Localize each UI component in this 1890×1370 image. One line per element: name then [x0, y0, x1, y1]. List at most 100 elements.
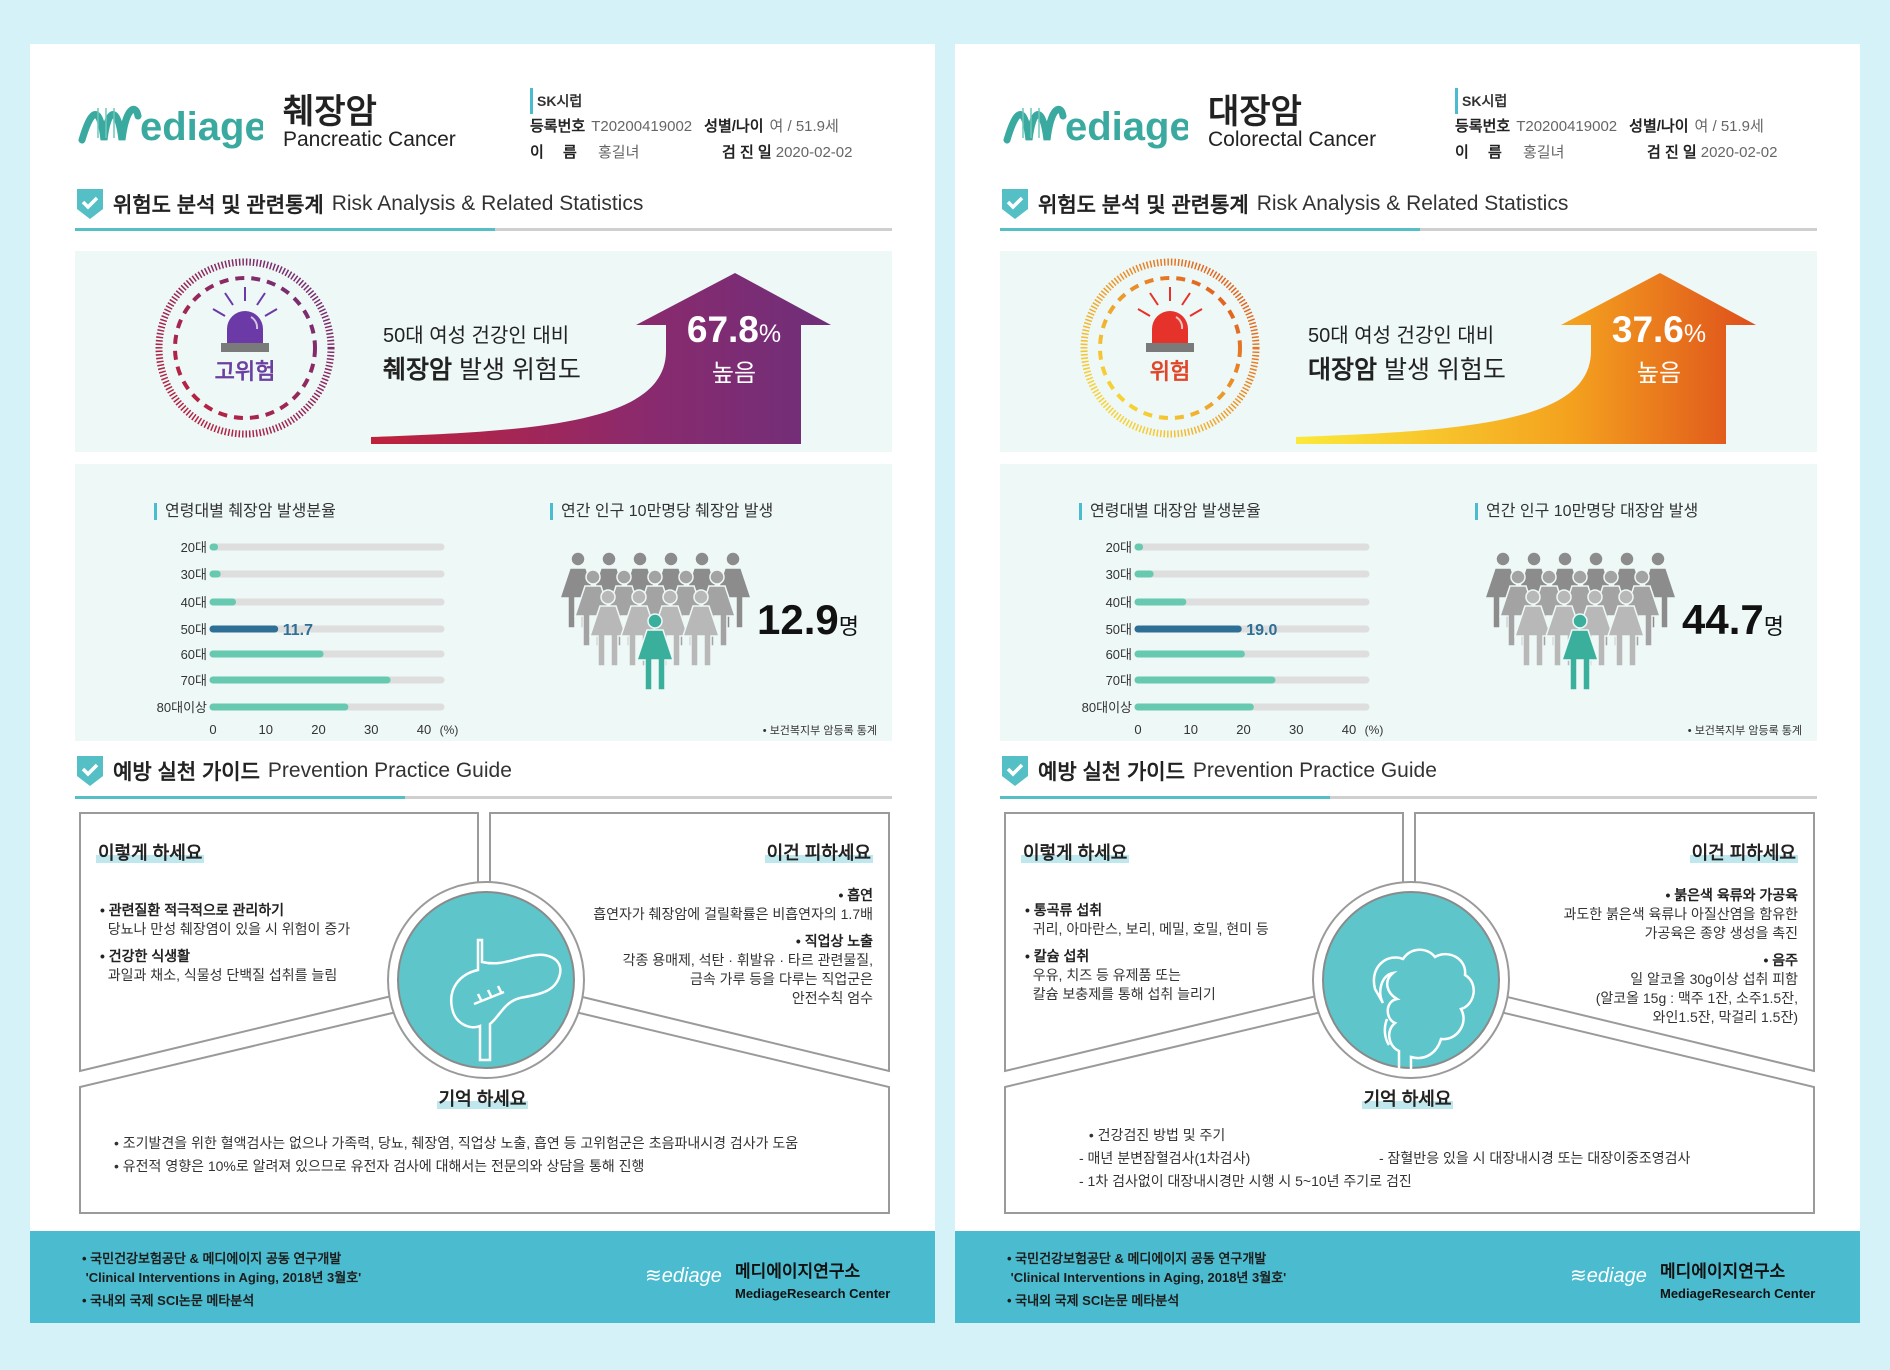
- remember-text: - 매년 분변잠혈검사(1차검사): [1079, 1150, 1251, 1166]
- person-figure-icon: [588, 589, 628, 667]
- do-item-text: 우유, 치즈 등 유제품 또는: [1025, 967, 1182, 983]
- category-label: 20대: [1106, 540, 1132, 555]
- risk-percent-value: 67.8: [686, 309, 759, 350]
- footer: • 국민건강보험공단 & 메디에이지 공동 연구개발 'Clinical Int…: [30, 1231, 935, 1323]
- category-label: 60대: [181, 647, 207, 662]
- section-underline: [1000, 228, 1817, 231]
- footer-logo: ≋ediage: [645, 1265, 722, 1287]
- footer-line: • 국민건강보험공단 & 메디에이지 공동 연구개발: [82, 1251, 342, 1266]
- reg-value: T20200419002: [1516, 118, 1618, 135]
- bar-data-label: 11.7: [283, 622, 313, 639]
- risk-line2: 발생 위험도: [1377, 356, 1506, 384]
- incidence-value: 44.7명: [1682, 596, 1784, 644]
- section-guide-heading: 예방 실천 가이드 Prevention Practice Guide: [1000, 754, 1437, 788]
- section-risk-heading: 위험도 분석 및 관련통계 Risk Analysis & Related Sta…: [1000, 187, 1568, 221]
- section-title-ko: 예방 실천 가이드: [1038, 761, 1185, 784]
- incidence-number: 44.7: [1682, 596, 1764, 643]
- report-page: ediage 췌장암 Pancreatic Cancer SK시럽 등록번호 T2…: [30, 44, 935, 1323]
- remember-text: - 1차 검사없이 대장내시경만 시행 시 5~10년 주기로 검진: [1079, 1173, 1412, 1189]
- patient-info: SK시럽 등록번호 T20200419002 성별/나이 여 / 51.9세 이 름 홍…: [1455, 88, 1789, 166]
- cancer-title-en: Colorectal Cancer: [1208, 128, 1377, 151]
- do-item-head: • 건강한 식생활: [100, 948, 190, 964]
- incidence-unit: 명: [838, 614, 859, 639]
- avoid-item-text: 일 알코올 30g이상 섭취 피함: [1630, 971, 1798, 987]
- do-item-head: • 칼슘 섭취: [1025, 948, 1090, 964]
- center-name-en: MediageResearch Center: [1660, 1286, 1816, 1301]
- risk-cancer-name: 췌장암: [383, 356, 453, 384]
- category-label: 70대: [181, 673, 207, 688]
- avoid-title: 이건 피하세요: [1689, 843, 1798, 863]
- avoid-item-head: • 흡연: [838, 887, 873, 903]
- check-shield-icon: [1002, 189, 1028, 219]
- footer-line: • 국내외 국제 SCI논문 메타분석: [1007, 1293, 1180, 1308]
- remember-row: - 1차 검사없이 대장내시경만 시행 시 5~10년 주기로 검진: [1079, 1170, 1412, 1193]
- remember-text: - 잠혈반응 있을 시 대장내시경 또는 대장이중조영검사: [1379, 1150, 1691, 1166]
- source-note: • 보건복지부 암등록 통계: [1687, 725, 1802, 737]
- x-tick-label: 40: [1342, 722, 1356, 737]
- section-title-en: Prevention Practice Guide: [1192, 759, 1437, 782]
- do-item-text: 당뇨나 만성 췌장염이 있을 시 위험이 증가: [100, 921, 351, 937]
- x-tick-label: 0: [1134, 722, 1141, 737]
- x-tick-label: 20: [311, 722, 325, 737]
- check-shield-icon: [77, 756, 103, 786]
- svg-text:ediage: ediage: [1065, 105, 1188, 149]
- do-title: 이렇게 하세요: [1021, 843, 1130, 863]
- incidence-value: 12.9명: [757, 596, 859, 644]
- risk-percent-unit: %: [758, 320, 782, 348]
- risk-description: 50대 여성 건강인 대비 대장암 발생 위험도: [1308, 319, 1506, 386]
- siren-icon: [212, 287, 278, 352]
- footer-line: 'Clinical Interventions in Aging, 2018년 …: [1007, 1270, 1287, 1285]
- incidence-unit: 명: [1763, 614, 1784, 639]
- incidence-number: 12.9: [757, 596, 839, 643]
- patient-info: SK시럽 등록번호 T20200419002 성별/나이 여 / 51.9세 이 름 홍…: [530, 88, 864, 166]
- org-name: SK시럽: [530, 88, 864, 114]
- sex-age-label: 성별/나이: [704, 118, 764, 135]
- check-shield-icon: [77, 189, 103, 219]
- risk-graphic: 고위험: [155, 258, 831, 444]
- research-center: 메디에이지연구소 MediageResearch Center: [735, 1257, 890, 1301]
- risk-percent-value: 37.6: [1611, 309, 1684, 350]
- reg-label: 등록번호: [1455, 118, 1511, 135]
- avoid-item-head: • 직업상 노출: [795, 933, 873, 949]
- sex-age-label: 성별/나이: [1629, 118, 1689, 135]
- risk-status: 높음: [1636, 360, 1682, 387]
- mediage-logo: ediage: [1003, 105, 1188, 149]
- x-tick-label: 20: [1236, 722, 1250, 737]
- category-label: 30대: [181, 567, 207, 582]
- risk-status: 높음: [711, 360, 757, 387]
- risk-line1: 50대 여성 건강인 대비: [1308, 325, 1495, 347]
- reg-label: 등록번호: [530, 118, 586, 135]
- guide-diagram: [79, 812, 890, 1214]
- date-value: 2020-02-02: [775, 144, 853, 161]
- x-unit-label: (%): [1365, 723, 1384, 737]
- center-name-en: MediageResearch Center: [735, 1286, 891, 1301]
- footer-logo: ≋ediage: [1570, 1265, 1647, 1287]
- cancer-title-ko: 췌장암: [283, 93, 377, 131]
- section-guide-heading: 예방 실천 가이드 Prevention Practice Guide: [75, 754, 512, 788]
- age-chart-title: 연령대별 대장암 발생분율: [1079, 503, 1261, 520]
- date-label: 검 진 일: [722, 144, 772, 161]
- check-shield-icon: [1002, 756, 1028, 786]
- avoid-list: • 흡연 흡연자가 췌장암에 걸릴확률은 비흡연자의 1.7배 • 직업상 노출 각종…: [593, 886, 873, 1008]
- date-value: 2020-02-02: [1700, 144, 1778, 161]
- section-risk-heading: 위험도 분석 및 관련통계 Risk Analysis & Related Sta…: [75, 187, 643, 221]
- stats-panel: 연령대별 췌장암 발생분율 20대 30대 40대 50대 11.7 60대 70대 80대이…: [75, 464, 892, 741]
- do-item-head: • 관련질환 적극적으로 관리하기: [100, 902, 285, 918]
- category-label: 50대: [181, 622, 207, 637]
- people-group-icon: [560, 552, 750, 691]
- name-label: 이 름: [530, 144, 577, 161]
- source-note: • 보건복지부 암등록 통계: [762, 725, 877, 737]
- center-name-ko: 메디에이지연구소: [1660, 1262, 1786, 1281]
- remember-title: 기억 하세요: [436, 1089, 529, 1109]
- avoid-item-text: 와인1.5잔, 막걸리 1.5잔): [1652, 1009, 1798, 1025]
- remember-text: • 조기발견을 위한 혈액검사는 없으나 가족력, 당뇨, 췌장염, 직업상 노…: [114, 1135, 799, 1151]
- x-tick-label: 40: [417, 722, 431, 737]
- bar-data-label: 19.0: [1246, 622, 1277, 639]
- incidence-title: 연간 인구 10만명당 췌장암 발생: [550, 503, 773, 520]
- age-chart-title: 연령대별 췌장암 발생분율: [154, 503, 336, 520]
- sex-age-value: 여 / 51.9세: [769, 118, 839, 135]
- organ-circle: [1322, 891, 1500, 1069]
- footer-line: • 국내외 국제 SCI논문 메타분석: [82, 1293, 255, 1308]
- risk-badge: 고위험: [155, 258, 335, 438]
